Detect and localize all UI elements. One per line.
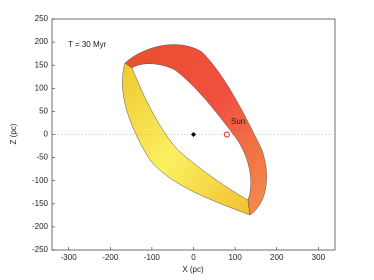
x-tick-label: 200 (270, 253, 284, 262)
y-tick-label: 150 (35, 60, 49, 69)
y-tick-label: -100 (32, 176, 49, 185)
ring-front (124, 44, 267, 216)
annotation: T = 30 Myr (68, 40, 107, 49)
x-tick-label: 100 (228, 253, 242, 262)
y-tick-label: 250 (35, 14, 49, 23)
x-tick-label: -300 (61, 253, 78, 262)
y-tick-label: 50 (39, 107, 48, 116)
y-tick-label: -250 (32, 245, 49, 254)
x-tick-label: 0 (191, 253, 196, 262)
y-tick-label: -200 (32, 222, 49, 231)
ring-back (122, 62, 251, 216)
x-tick-label: -200 (102, 253, 119, 262)
y-tick-label: -50 (36, 153, 48, 162)
annotation: Sun (231, 117, 245, 126)
y-tick-label: -150 (32, 199, 49, 208)
x-tick-label: 300 (312, 253, 326, 262)
y-tick-label: 200 (35, 37, 49, 46)
x-tick-label: -100 (144, 253, 161, 262)
x-axis-label: X (pc) (182, 265, 204, 274)
center-point (191, 132, 196, 137)
y-tick-label: 0 (44, 130, 49, 139)
y-tick-label: 100 (35, 83, 49, 92)
sun-point (223, 131, 230, 138)
y-axis-label: Z (pc) (9, 123, 18, 144)
